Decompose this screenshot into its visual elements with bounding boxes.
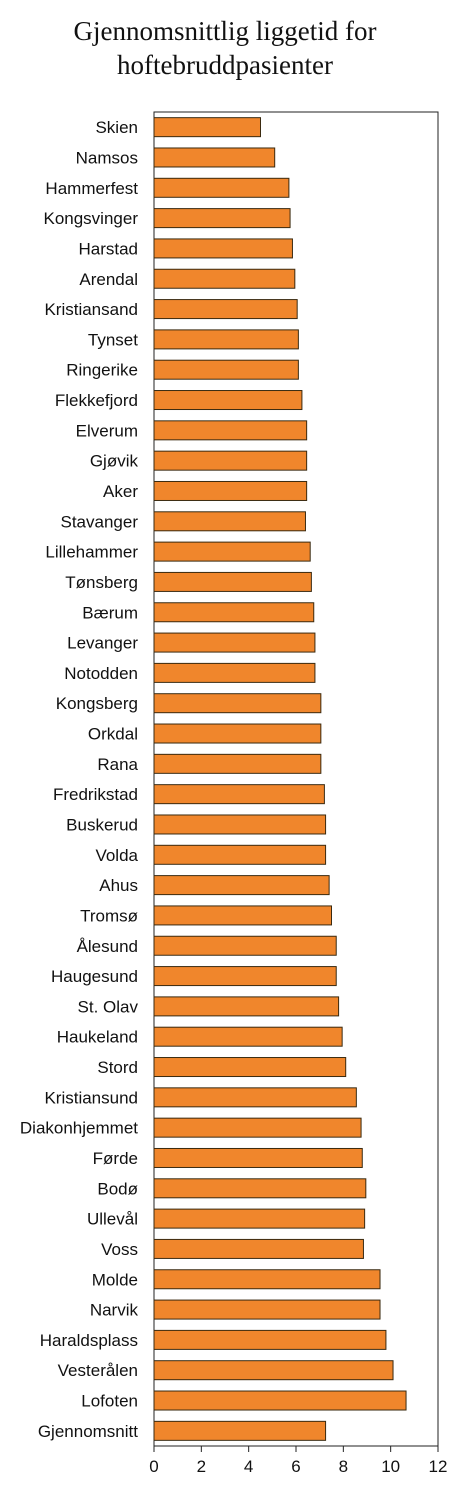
category-label: Arendal [79,270,138,289]
bar [153,268,296,289]
bar [153,723,322,744]
category-label: Ringerike [66,361,138,380]
bar [153,511,306,532]
category-label: Elverum [76,421,138,440]
category-label: Namsos [76,148,138,167]
category-label: Tromsø [80,906,138,925]
category-label: Skien [95,118,138,137]
bar [153,632,316,653]
category-label: Kristiansund [44,1088,138,1107]
bar [153,208,291,229]
bar [153,1087,357,1108]
category-label: Stavanger [61,512,139,531]
bar [153,602,315,623]
bar [153,420,308,441]
x-tick-label: 12 [429,1457,448,1476]
bar [153,359,299,380]
bar [153,329,299,350]
category-label: Harstad [78,239,138,258]
bar [153,753,322,774]
category-label: Diakonhjemmet [20,1119,138,1138]
bar [153,1208,366,1229]
category-label: Hammerfest [45,179,138,198]
category-label: Bærum [82,603,138,622]
category-label: Stord [97,1058,138,1077]
bar [153,1329,387,1350]
bar [153,238,293,259]
category-label: Haraldsplass [40,1331,138,1350]
category-label: Kristiansand [44,300,138,319]
bar [153,844,327,865]
category-label: Rana [97,755,138,774]
chart-title-line-1: Gjennomsnittlig liggetid for [73,16,377,46]
bar [153,693,322,714]
bar [153,1420,327,1441]
x-tick-label: 8 [339,1457,348,1476]
bar [153,905,332,926]
category-label: Orkdal [88,725,138,744]
bar [153,390,303,411]
x-tick-label: 2 [197,1457,206,1476]
bar [153,1269,381,1290]
bar [153,541,311,562]
bar [153,935,337,956]
chart-title: Gjennomsnittlig liggetid for hoftebruddp… [0,14,450,82]
bar [153,966,337,987]
bar [153,1299,381,1320]
category-label: Gjøvik [90,452,139,471]
category-label: Molde [92,1270,138,1289]
bar [153,784,325,805]
bar [153,1178,367,1199]
category-label: Notodden [64,664,138,683]
bar [153,1117,362,1138]
x-tick-label: 4 [244,1457,253,1476]
bar [153,117,261,138]
bar [153,875,330,896]
x-tick-label: 0 [149,1457,158,1476]
category-label: Lillehammer [45,543,138,562]
bar [153,299,298,320]
bar [153,147,276,168]
category-label: Lofoten [81,1392,138,1411]
category-label: Levanger [67,634,138,653]
category-label: Kongsvinger [43,209,138,228]
bar [153,450,308,471]
category-label: Ullevål [87,1210,138,1229]
category-label: Buskerud [66,815,138,834]
category-label: Volda [95,846,138,865]
category-label: St. Olav [78,997,139,1016]
bar [153,1238,364,1259]
bar [153,996,340,1017]
x-tick-label: 10 [381,1457,400,1476]
category-label: Aker [103,482,138,501]
bar [153,571,312,592]
category-label: Vesterålen [58,1361,138,1380]
category-label: Bodø [97,1179,138,1198]
category-label: Fredrikstad [53,785,138,804]
category-label: Haugesund [51,967,138,986]
category-label: Ahus [99,876,138,895]
bar [153,1360,394,1381]
bar [153,480,308,501]
category-label: Gjennomsnitt [38,1422,138,1441]
category-label: Førde [93,1149,138,1168]
category-label: Ålesund [77,937,138,956]
x-tick-label: 6 [291,1457,300,1476]
category-label: Tynset [88,330,138,349]
bar [153,1390,407,1411]
bar [153,1057,347,1078]
bar [153,177,290,198]
chart-title-line-2: hoftebruddpasienter [117,50,333,80]
category-label: Kongsberg [56,694,138,713]
category-label: Voss [101,1240,138,1259]
category-label: Narvik [90,1301,139,1320]
category-label: Flekkefjord [55,391,138,410]
bar [153,662,316,683]
category-label: Haukeland [57,1028,138,1047]
bar [153,1026,343,1047]
bar [153,1147,363,1168]
bar [153,814,327,835]
category-label: Tønsberg [65,573,138,592]
